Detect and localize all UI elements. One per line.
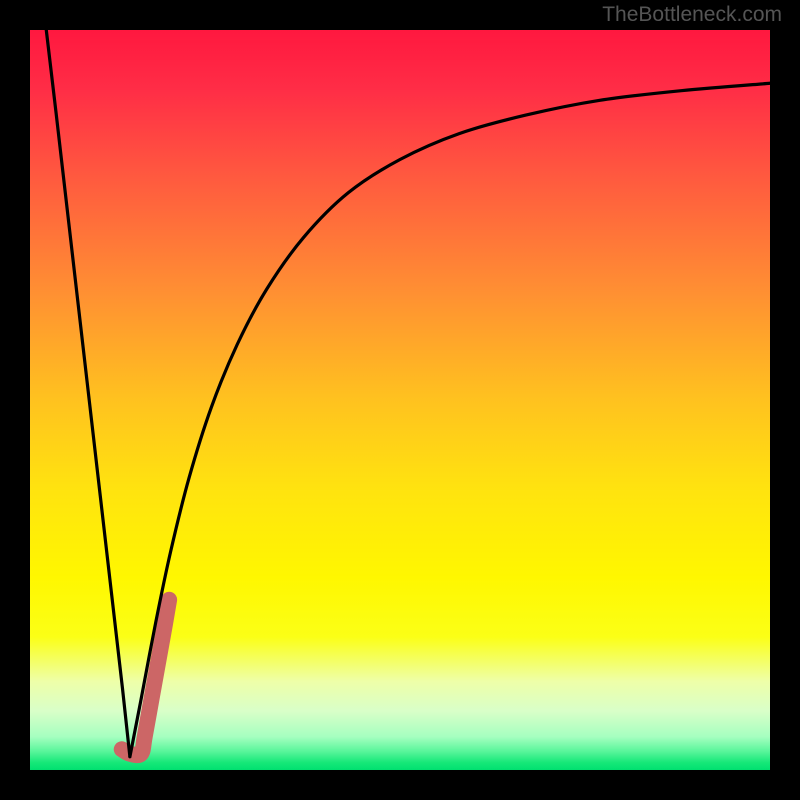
watermark-text: TheBottleneck.com <box>602 3 782 27</box>
chart-container: TheBottleneck.com <box>0 0 800 800</box>
chart-background-gradient <box>30 30 770 770</box>
bottleneck-chart <box>0 0 800 800</box>
